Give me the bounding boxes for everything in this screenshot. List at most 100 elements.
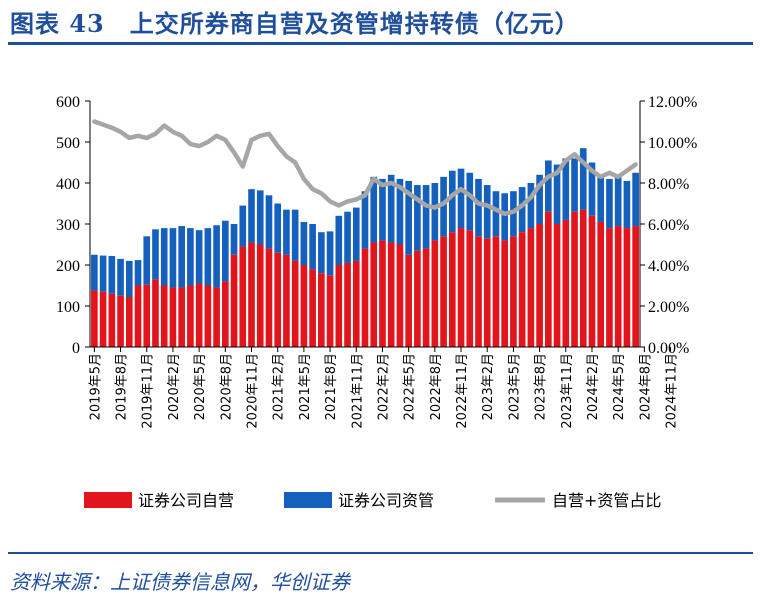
ratio-line (92, 119, 638, 217)
left-tick-label: 400 (56, 176, 80, 193)
legend: 证券公司自营 证券公司资管 自营+资管占比 (84, 491, 661, 510)
bar-proprietary (501, 240, 508, 347)
bar-proprietary (379, 240, 386, 347)
x-tick-label: 2020年5月 (193, 353, 208, 420)
bar-proprietary (606, 228, 613, 347)
bar-asset-mgmt (553, 164, 561, 224)
bar-asset-mgmt (562, 158, 570, 220)
bar-asset-mgmt (483, 185, 491, 239)
bar-asset-mgmt (344, 211, 351, 263)
right-axis-ticks: 0.00% 2.00% 4.00% 6.00% 8.00% 10.00% 12.00% (640, 94, 697, 357)
bar-asset-mgmt (440, 176, 447, 237)
x-tick-label: 2022年8月 (429, 353, 444, 420)
bar-asset-mgmt (239, 205, 247, 247)
bar-proprietary (239, 246, 247, 347)
bar-proprietary (352, 260, 360, 347)
bar-asset-mgmt (91, 254, 98, 291)
bar-asset-mgmt (274, 203, 282, 253)
right-tick-label: 10.00% (648, 135, 697, 152)
x-tick-label: 2024年8月 (638, 353, 653, 420)
right-tick-label: 2.00% (648, 299, 689, 316)
legend-swatch-proprietary (84, 492, 132, 508)
bar-proprietary (204, 285, 212, 347)
bar-proprietary (518, 232, 526, 347)
bar-proprietary (160, 285, 168, 347)
bar-asset-mgmt (614, 176, 622, 227)
right-tick-label: 12.00% (648, 94, 697, 111)
x-tick-label: 2019年11月 (141, 353, 156, 429)
bar-proprietary (361, 248, 369, 347)
bar-proprietary (457, 228, 465, 347)
x-tick-label: 2021年8月 (324, 353, 339, 420)
bar-asset-mgmt (405, 180, 412, 255)
bar-asset-mgmt (326, 231, 334, 276)
footer-divider (8, 552, 753, 554)
bar-asset-mgmt (597, 174, 605, 222)
bar-proprietary (230, 254, 238, 347)
x-tick-label: 2022年2月 (376, 353, 391, 420)
bar-asset-mgmt (125, 260, 133, 297)
bar-asset-mgmt (230, 224, 238, 255)
x-tick-label: 2023年2月 (481, 353, 496, 420)
bar-asset-mgmt (300, 221, 308, 265)
bar-asset-mgmt (248, 189, 255, 243)
bar-asset-mgmt (256, 190, 264, 245)
bar-asset-mgmt (623, 180, 631, 229)
bar-proprietary (309, 269, 316, 347)
bar-asset-mgmt (571, 158, 578, 212)
bar-proprietary (125, 296, 133, 347)
bar-asset-mgmt (431, 183, 439, 241)
bar-proprietary (440, 236, 447, 347)
bar-proprietary (387, 242, 395, 347)
bar-proprietary (195, 283, 203, 347)
bar-proprietary (326, 275, 334, 347)
bar-asset-mgmt (352, 207, 360, 261)
bar-proprietary (143, 284, 151, 347)
bar-asset-mgmt (187, 228, 194, 286)
bar-asset-mgmt (396, 178, 404, 245)
legend-label-ratio: 自营+资管占比 (552, 491, 661, 510)
bar-proprietary (431, 240, 439, 347)
bar-proprietary (553, 224, 561, 347)
bar-asset-mgmt (492, 191, 500, 237)
bar-series (91, 148, 639, 347)
bar-proprietary (99, 291, 107, 347)
bar-asset-mgmt (335, 215, 343, 265)
bar-asset-mgmt (265, 195, 273, 249)
bar-asset-mgmt (160, 228, 168, 286)
bar-proprietary (597, 221, 605, 347)
bar-asset-mgmt (152, 229, 159, 280)
bar-asset-mgmt (204, 228, 212, 286)
bar-proprietary (274, 252, 282, 347)
bar-proprietary (91, 290, 98, 347)
bar-asset-mgmt (309, 224, 316, 270)
bar-proprietary (178, 287, 185, 347)
x-tick-label: 2024年2月 (586, 353, 601, 420)
ratio-line-path (92, 119, 638, 217)
legend-label-asset-mgmt: 证券公司资管 (338, 491, 434, 510)
bar-asset-mgmt (422, 185, 430, 249)
bar-proprietary (405, 254, 412, 347)
chart-area: 0 100 200 300 400 500 600 0.00% 2.00% 4.00% 6.00%… (56, 94, 697, 510)
bar-asset-mgmt (169, 228, 177, 288)
bar-proprietary (335, 265, 343, 347)
x-tick-label: 2023年11月 (560, 353, 575, 429)
bar-asset-mgmt (527, 183, 535, 229)
bar-asset-mgmt (448, 170, 456, 233)
bar-asset-mgmt (545, 160, 552, 212)
bar-proprietary (248, 242, 255, 347)
bar-proprietary (256, 244, 264, 347)
bar-asset-mgmt (536, 174, 543, 224)
bar-asset-mgmt (457, 168, 465, 229)
bar-proprietary (187, 285, 194, 347)
bar-asset-mgmt (501, 193, 508, 241)
left-tick-label: 100 (56, 299, 80, 316)
x-tick-label: 2020年8月 (219, 353, 234, 420)
bar-asset-mgmt (222, 220, 229, 282)
bar-asset-mgmt (213, 225, 220, 288)
bar-proprietary (571, 211, 578, 347)
bar-proprietary (134, 285, 142, 347)
bar-asset-mgmt (632, 172, 639, 227)
bar-asset-mgmt (99, 255, 107, 292)
bar-proprietary (545, 211, 552, 347)
